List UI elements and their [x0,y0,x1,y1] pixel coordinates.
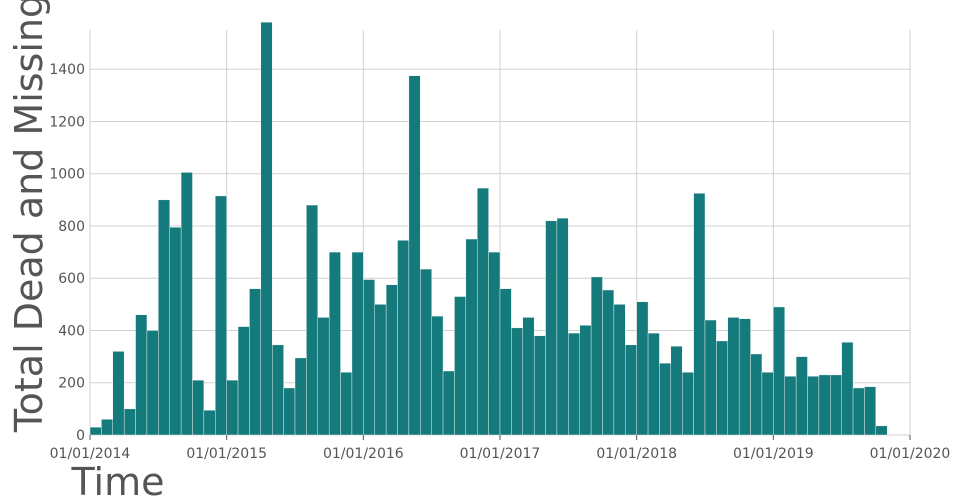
x-tick-label: 01/01/2020 [870,446,951,462]
bar [511,327,523,436]
y-tick-label: 800 [58,219,85,235]
bar [431,315,444,436]
bar [568,332,580,436]
bar [613,304,626,436]
bar [146,330,159,436]
bar [260,21,273,436]
bar [203,409,216,436]
bar [556,217,569,436]
bar [499,288,512,436]
x-axis-ticks: 01/01/2014 01/01/2015 01/01/2016 01/01/2017… [50,435,951,462]
bar [750,353,763,436]
bar [420,268,432,436]
bar [454,296,467,436]
bar [807,376,820,436]
bar [545,220,558,436]
bar [408,75,421,436]
bar [864,386,877,436]
bar [123,408,136,436]
bar [875,425,888,436]
bar [340,372,353,436]
y-axis-title: Total Dead and Missing [7,0,51,433]
bar [226,379,239,436]
bar [670,345,683,436]
y-tick-label: 200 [58,376,85,392]
bar [602,289,615,436]
y-tick-label: 0 [76,428,85,444]
x-tick-label: 01/01/2019 [733,446,814,462]
x-tick-label: 01/01/2014 [50,446,131,462]
bar [192,379,205,436]
bar [328,251,341,436]
bar [852,387,865,436]
bar [169,227,182,436]
bar [294,357,307,436]
bar [761,372,774,436]
bar [249,288,262,436]
bar [477,187,489,436]
bar [442,370,455,436]
x-tick-label: 01/01/2017 [460,446,541,462]
bar [272,344,284,436]
bar [738,318,751,436]
y-tick-label: 400 [58,323,85,339]
bar [716,340,728,436]
bar [818,374,831,436]
bar [351,251,364,436]
x-tick-label: 01/01/2018 [596,446,677,462]
bar [727,317,740,436]
bar [237,326,250,436]
bar [693,193,706,436]
bar [659,362,672,436]
bar [830,374,842,436]
bar [385,284,398,436]
bar [215,195,227,436]
bar [704,319,717,436]
x-axis-title: Time [71,460,165,500]
bar [533,335,546,436]
bars [89,21,888,436]
bar [773,306,785,436]
bar [112,351,125,436]
bar [579,325,592,436]
bar [101,419,113,436]
bar [306,204,318,436]
y-tick-label: 600 [58,271,85,287]
bar [317,317,330,436]
bar [374,304,387,436]
bar [89,426,102,436]
bar [465,238,478,436]
bar [647,332,660,436]
x-tick-label: 01/01/2016 [323,446,404,462]
bar [590,276,603,436]
bar [363,279,375,436]
bar [180,172,193,436]
bar [488,251,501,436]
x-tick-label: 01/01/2015 [186,446,267,462]
bar [784,376,797,436]
y-tick-label: 1200 [49,114,85,130]
bar [158,199,170,436]
bar [625,344,637,436]
bar [841,342,854,436]
bar [283,387,296,436]
y-tick-label: 1000 [49,167,85,183]
bar [522,317,535,436]
bar [397,240,410,436]
bar [636,301,649,436]
bar [795,356,808,436]
bar [135,314,148,436]
bar [682,372,694,436]
y-axis-ticks: 0 200 400 600 800 1000 1200 1400 [49,62,85,444]
y-tick-label: 1400 [49,62,85,78]
